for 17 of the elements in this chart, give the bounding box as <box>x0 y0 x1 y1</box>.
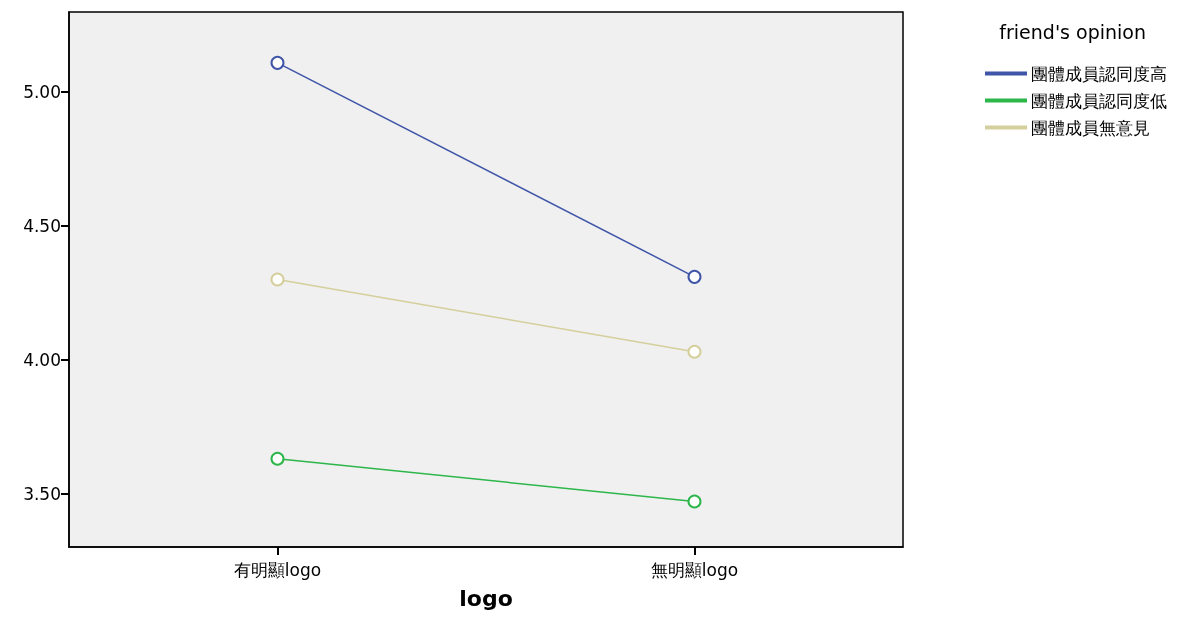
y-tick-label: 5.00 <box>23 82 61 103</box>
y-tick-label: 3.50 <box>23 483 61 504</box>
legend-label: 團體成員認同度高 <box>1031 63 1167 84</box>
y-tick-label: 4.00 <box>23 349 61 370</box>
point <box>687 344 702 359</box>
point <box>270 55 285 70</box>
legend-label: 團體成員認同度低 <box>1031 90 1167 111</box>
point <box>687 494 702 509</box>
point <box>270 272 285 287</box>
x-tick-label: 有明顯logo <box>233 559 322 580</box>
point <box>270 451 285 466</box>
point <box>687 269 702 284</box>
legend-label: 團體成員無意見 <box>1031 117 1150 138</box>
legend-title: friend's opinion <box>999 20 1146 43</box>
x-axis-title: logo <box>459 585 513 611</box>
y-tick-label: 4.50 <box>23 216 61 236</box>
x-tick-label: 無明顯logo <box>650 559 739 580</box>
